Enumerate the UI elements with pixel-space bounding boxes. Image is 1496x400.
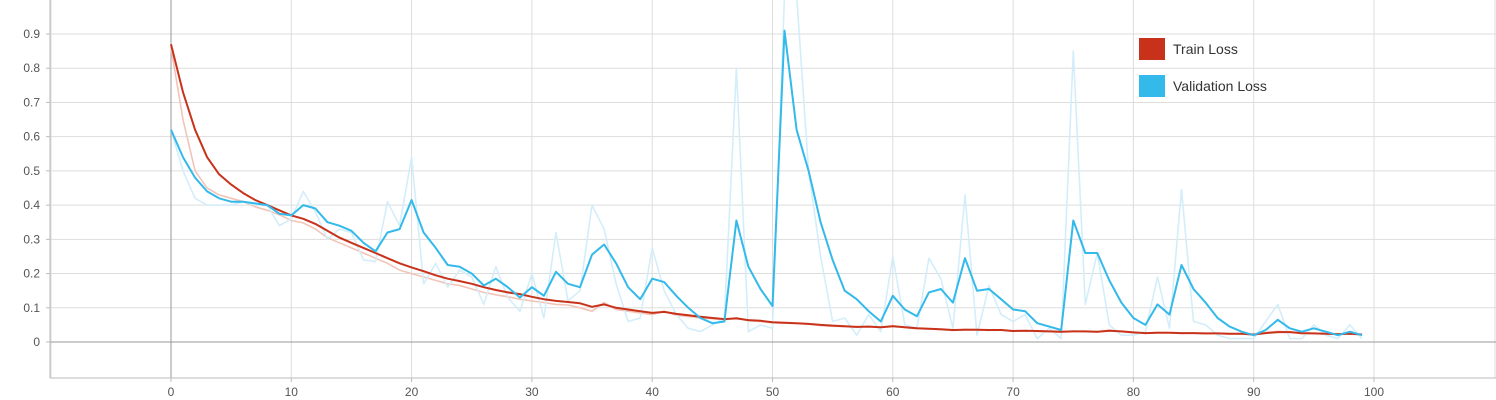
x-tick-label: 30 xyxy=(525,385,539,399)
y-tick-label: 0.3 xyxy=(23,232,40,246)
x-tick-label: 20 xyxy=(405,385,419,399)
y-tick-label: 0.2 xyxy=(23,267,40,281)
legend-swatch-train-loss xyxy=(1139,38,1165,60)
series-smoothed-train-loss xyxy=(170,44,1363,336)
x-tick-label: 10 xyxy=(285,385,299,399)
legend: Train Loss Validation Loss xyxy=(1139,38,1267,97)
y-tick-label: 0.1 xyxy=(23,301,40,315)
x-tick-label: 60 xyxy=(886,385,900,399)
x-tick-label: 0 xyxy=(168,385,175,399)
y-tick-label: 0.9 xyxy=(23,27,40,41)
y-tick-label: 0.6 xyxy=(23,130,40,144)
legend-item-validation-loss[interactable]: Validation Loss xyxy=(1139,75,1267,97)
legend-item-train-loss[interactable]: Train Loss xyxy=(1139,38,1238,60)
legend-label-train-loss: Train Loss xyxy=(1173,41,1238,57)
y-tick-label: 0.4 xyxy=(23,198,40,212)
series-smoothed-validation-loss xyxy=(170,29,1363,337)
series-layer xyxy=(170,0,1363,340)
y-tick-label: 0.5 xyxy=(23,164,40,178)
legend-label-validation-loss: Validation Loss xyxy=(1173,78,1267,94)
series-raw-validation-loss xyxy=(170,0,1363,340)
axis-layer: 0 0.1 0.2 0.3 0.4 0.5 0.6 0.7 0.8 0.9 0 10 20 30 40 50 6… xyxy=(23,0,1496,399)
x-tick-label: 70 xyxy=(1006,385,1020,399)
y-tick-label: 0 xyxy=(33,335,40,349)
legend-swatch-validation-loss xyxy=(1139,75,1165,97)
x-tick-label: 80 xyxy=(1127,385,1141,399)
x-tick-label: 40 xyxy=(646,385,660,399)
x-tick-label: 90 xyxy=(1247,385,1261,399)
x-tick-label: 50 xyxy=(766,385,780,399)
y-tick-label: 0.8 xyxy=(23,61,40,75)
x-tick-label: 100 xyxy=(1364,385,1384,399)
y-tick-label: 0.7 xyxy=(23,95,40,109)
